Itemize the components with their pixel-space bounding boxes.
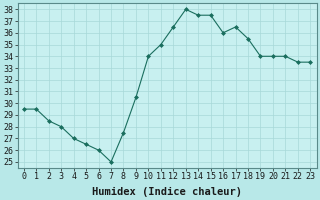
X-axis label: Humidex (Indice chaleur): Humidex (Indice chaleur) <box>92 186 242 197</box>
